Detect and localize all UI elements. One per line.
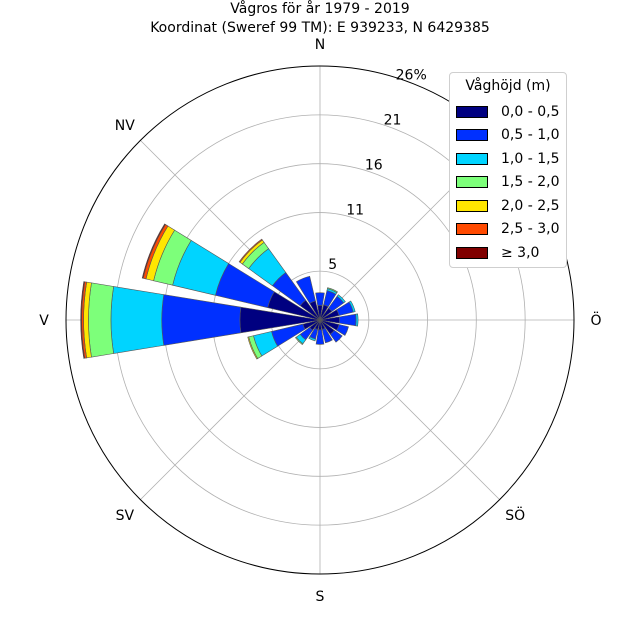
bar-segment-ÖNÖ [348,300,356,313]
legend-label: 1,5 - 2,0 [501,174,560,191]
legend-items: 0,0 - 0,5 0,5 - 1,0 1,0 - 1,5 1,5 - 2,0 2,0 … [450,100,566,265]
legend-item: 0,0 - 0,5 [450,100,566,124]
legend-label: ≥ 3,0 [501,244,540,261]
bar-segment-S [315,329,325,345]
legend-swatch [456,105,488,118]
legend-item: 2,0 - 2,5 [450,194,566,218]
bar-segment-V [88,282,114,358]
legend-swatch [456,176,488,189]
radial-tick-label: 26% [396,67,427,83]
bar-segment-SÖ [329,329,343,343]
chart-subtitle: Koordinat (Sweref 99 TM): E 939233, N 64… [150,20,490,36]
legend-item: ≥ 3,0 [450,241,566,265]
direction-label: NV [115,118,135,134]
radial-tick-label: 11 [346,203,364,219]
bar-segment-SV [295,336,304,345]
bar-segment-SSV [308,336,316,342]
bar-segment-VSV [247,336,259,360]
direction-label: N [315,37,325,53]
radial-tick-label: 16 [365,158,383,174]
bar-segment-NNV [295,275,316,304]
bar-segment-NNÖ [327,287,338,293]
direction-label: SV [116,508,135,524]
legend-item: 2,5 - 3,0 [450,218,566,242]
legend-swatch [456,152,488,165]
legend-title: Våghöjd (m) [465,78,551,94]
radial-tick-label: 21 [384,112,402,128]
legend-label: 2,5 - 3,0 [501,221,560,238]
bar-segment-SSÖ [321,327,333,344]
bar-segment-ÖSÖ [336,324,349,336]
direction-label: S [316,589,325,605]
bar-segment-V [80,281,86,359]
bar-segment-V [161,294,242,346]
legend-item: 1,0 - 1,5 [450,147,566,171]
bar-segment-NÖ [336,294,346,304]
legend-swatch [456,246,488,259]
legend-label: 1,0 - 1,5 [501,150,560,167]
legend: Våghöjd (m) 0,0 - 0,5 0,5 - 1,0 1,0 - 1,5 1… [449,72,567,268]
polar-frame [65,65,575,575]
legend-label: 0,0 - 0,5 [501,103,560,120]
legend-swatch [456,223,488,236]
legend-label: 2,0 - 2,5 [501,197,560,214]
bar-segment-NV [238,238,263,263]
direction-label: V [39,313,49,329]
bar-segment-Ö [355,313,359,327]
legend-item: 0,5 - 1,0 [450,124,566,148]
legend-item: 1,5 - 2,0 [450,171,566,195]
legend-swatch [456,199,488,212]
legend-label: 0,5 - 1,0 [501,127,560,144]
bar-segment-Ö [338,313,357,327]
bar-segment-V [110,286,165,354]
direction-label: Ö [590,311,601,329]
bar-segment-N [315,292,325,306]
grid-spoke [140,319,321,500]
radial-tick-label: 5 [328,257,337,273]
chart-title: Vågros för år 1979 - 2019 [230,1,410,17]
grid-spoke [319,319,500,500]
bar-segment-VNV [141,223,166,279]
legend-swatch [456,129,488,142]
direction-label: SÖ [505,506,525,524]
